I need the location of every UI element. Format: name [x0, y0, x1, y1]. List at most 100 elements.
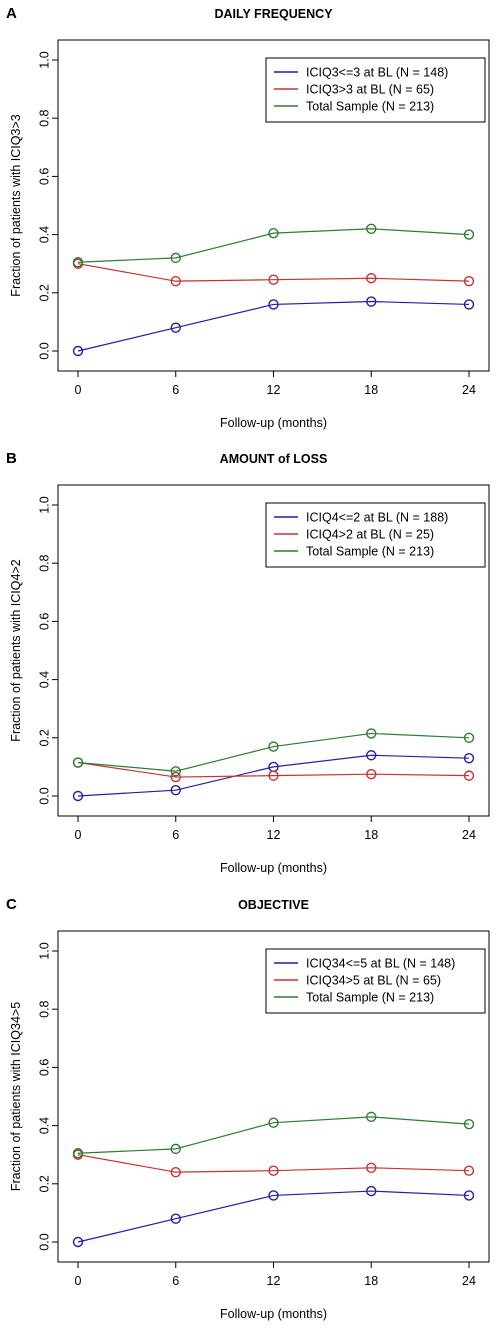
y-tick-label: 0.6: [37, 613, 51, 630]
x-tick-label: 0: [75, 828, 82, 842]
y-tick-label: 0.8: [37, 109, 51, 126]
chart-title: OBJECTIVE: [238, 898, 309, 912]
data-point: [170, 1143, 181, 1155]
series-line-1: [77, 754, 470, 797]
x-tick-label: 6: [172, 383, 179, 397]
data-point: [72, 757, 84, 768]
y-tick-label: 1.0: [37, 51, 51, 68]
x-axis-label: Follow-up (months): [220, 416, 327, 430]
y-tick-label: 1.0: [37, 942, 51, 959]
data-point: [170, 766, 181, 777]
data-point: [463, 299, 475, 310]
x-tick-label: 0: [75, 383, 82, 397]
x-tick-label: 18: [364, 383, 378, 397]
data-point: [170, 252, 181, 264]
data-point: [268, 299, 279, 310]
legend-box: [265, 502, 486, 568]
x-tick-label: 18: [364, 1274, 378, 1288]
legend-label: Total Sample (N = 213): [306, 990, 434, 1004]
data-point: [463, 1165, 475, 1176]
data-point: [463, 275, 475, 287]
legend-label: ICIQ34<=5 at BL (N = 148): [306, 956, 455, 970]
data-point: [268, 1165, 279, 1176]
data-point: [366, 273, 377, 284]
x-tick-label: 24: [462, 1274, 476, 1288]
y-tick-label: 0.4: [37, 1117, 51, 1134]
data-point: [170, 1213, 181, 1224]
data-point: [268, 227, 279, 239]
legend-box: [265, 948, 486, 1014]
legend-label: Total Sample (N = 213): [306, 99, 434, 113]
panel-letter: C: [6, 896, 17, 913]
series-line-3: [77, 732, 470, 772]
series-line-2: [77, 1154, 470, 1173]
y-tick-label: 0.4: [37, 671, 51, 688]
series-line-3: [77, 228, 470, 263]
x-tick-label: 24: [462, 828, 476, 842]
x-tick-label: 12: [267, 828, 281, 842]
y-tick-label: 0.0: [37, 342, 51, 359]
data-point: [268, 1190, 279, 1201]
x-tick-label: 12: [267, 383, 281, 397]
data-point: [366, 1185, 377, 1197]
data-point: [463, 229, 475, 240]
chart-panel-a: A DAILY FREQUENCY 0.0 0.2 0.4 0.6 0.8 1.0 0 6 12 18…: [6, 5, 490, 430]
y-tick-label: 0.6: [37, 168, 51, 185]
y-axis-label: Fraction of patients with ICIQ3>3: [9, 114, 23, 296]
y-tick-label: 0.6: [37, 1059, 51, 1076]
y-tick-label: 0.0: [37, 1233, 51, 1250]
data-point: [463, 732, 475, 743]
y-axis-label: Fraction of patients with ICIQ4>2: [9, 559, 23, 741]
chart-panel-c: C OBJECTIVE 0.0 0.2 0.4 0.6 0.8 1.0 0 6 12 18 24 Foll…: [6, 896, 490, 1321]
y-tick-label: 1.0: [37, 496, 51, 513]
data-point: [72, 1148, 84, 1159]
data-point: [366, 1111, 377, 1123]
chart-title: AMOUNT of LOSS: [220, 452, 328, 466]
data-point: [463, 752, 475, 764]
series-line-3: [77, 1116, 470, 1154]
data-point: [170, 322, 181, 333]
legend-label: ICIQ4<=2 at BL (N = 188): [306, 510, 448, 524]
data-point: [268, 741, 279, 752]
data-point: [268, 1117, 279, 1128]
legend-label: ICIQ4>2 at BL (N = 25): [306, 527, 434, 541]
panel-letter: A: [6, 5, 17, 22]
series-line-2: [77, 263, 470, 282]
y-tick-label: 0.8: [37, 1000, 51, 1017]
data-point: [170, 784, 181, 796]
data-point: [170, 1166, 181, 1178]
data-point: [268, 274, 279, 285]
y-tick-label: 0.8: [37, 554, 51, 571]
x-tick-label: 18: [364, 828, 378, 842]
x-axis-label: Follow-up (months): [220, 1307, 327, 1321]
data-point: [268, 770, 279, 781]
data-point: [366, 768, 377, 780]
data-point: [170, 275, 181, 287]
series-line-1: [77, 1190, 470, 1243]
legend-box: [265, 57, 486, 123]
y-tick-label: 0.0: [37, 787, 51, 804]
data-point: [366, 750, 377, 761]
chart-title: DAILY FREQUENCY: [214, 7, 333, 21]
y-tick-label: 0.2: [37, 1175, 51, 1192]
data-point: [366, 296, 377, 307]
data-point: [72, 345, 84, 357]
legend-label: ICIQ3<=3 at BL (N = 148): [306, 65, 448, 79]
data-point: [366, 223, 377, 234]
y-axis-label: Fraction of patients with ICIQ34>5: [9, 1002, 23, 1191]
data-point: [366, 1162, 377, 1173]
x-tick-label: 24: [462, 383, 476, 397]
y-tick-label: 0.2: [37, 284, 51, 301]
x-tick-label: 0: [75, 1274, 82, 1288]
data-point: [463, 1118, 475, 1130]
legend-label: Total Sample (N = 213): [306, 544, 434, 558]
x-tick-label: 12: [267, 1274, 281, 1288]
y-tick-label: 0.2: [37, 729, 51, 746]
x-tick-label: 6: [172, 828, 179, 842]
series-line-2: [77, 761, 470, 778]
data-point: [72, 1236, 84, 1248]
series-line-1: [77, 300, 470, 352]
data-point: [72, 790, 84, 802]
legend-label: ICIQ34>5 at BL (N = 65): [306, 973, 441, 987]
